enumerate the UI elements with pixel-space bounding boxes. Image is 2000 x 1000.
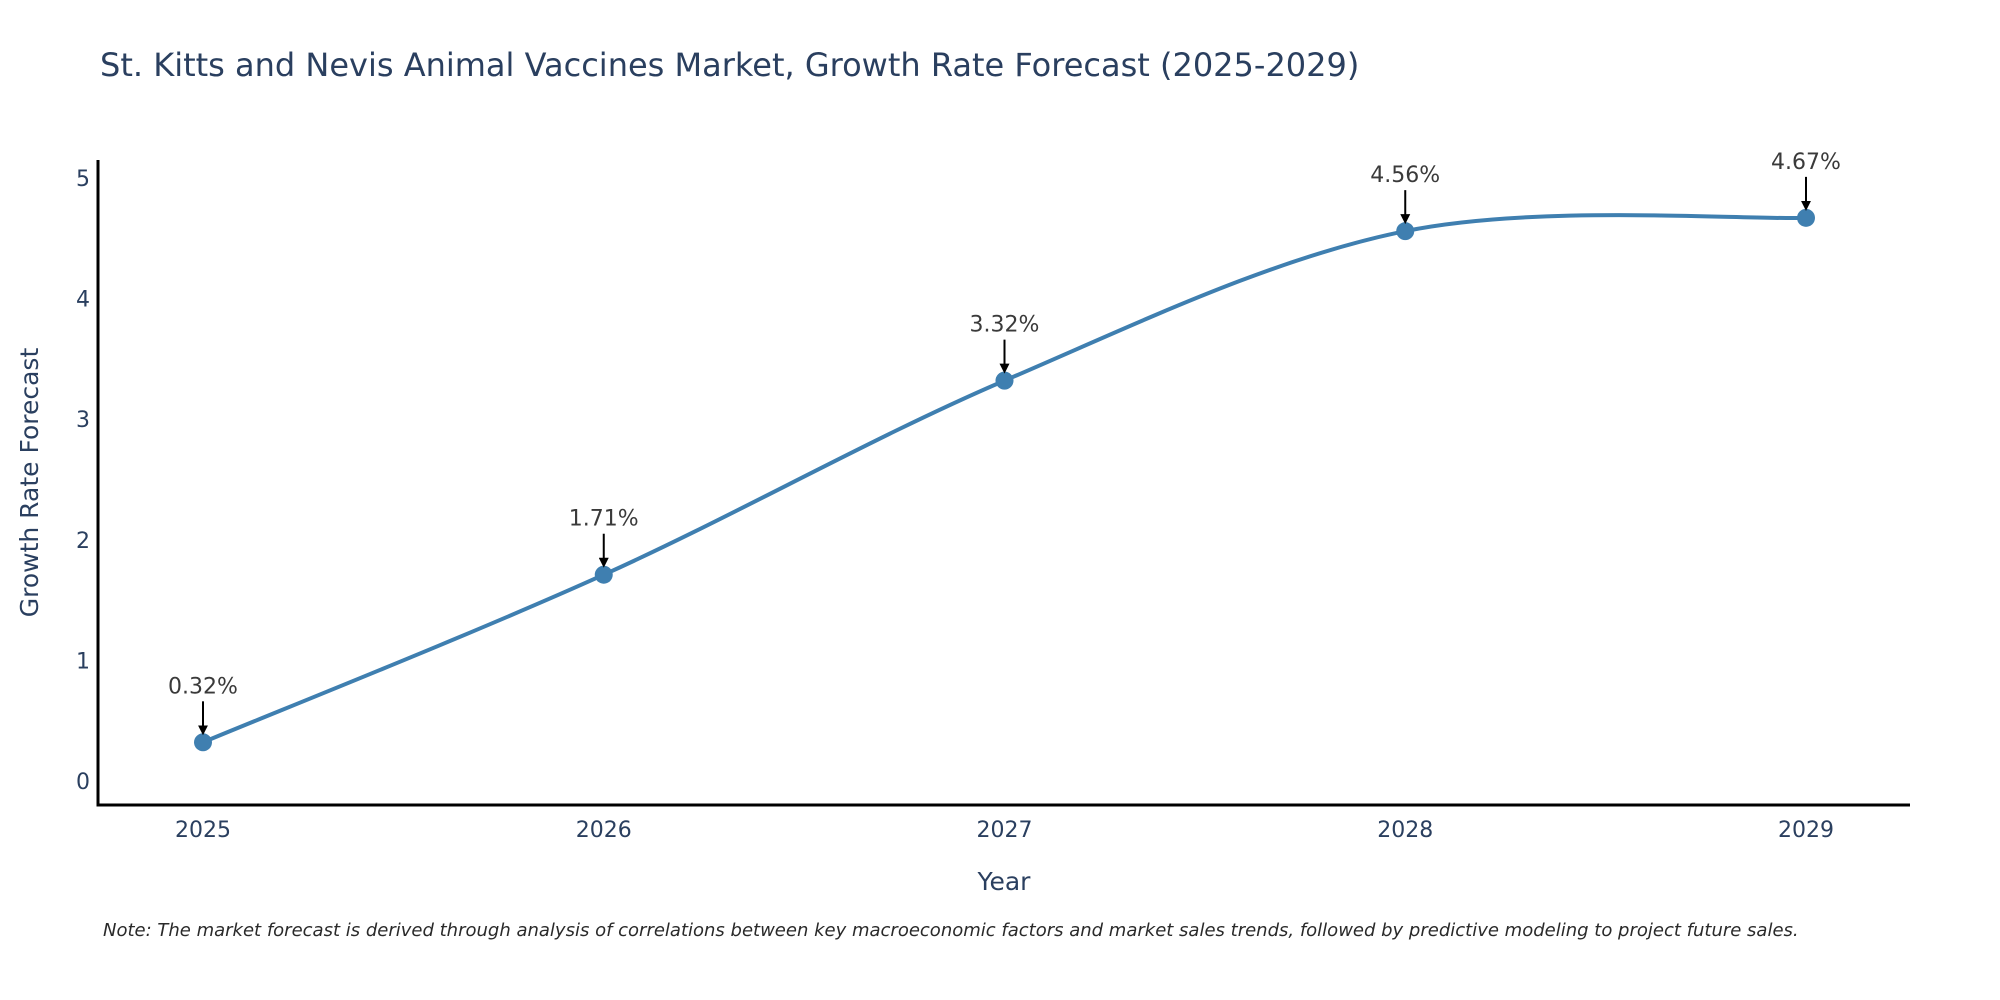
y-tick-label: 1 <box>76 649 90 674</box>
y-tick-label: 3 <box>76 408 90 433</box>
data-annotations: 0.32% 1.71% 3.32% 4.56% 4.67% <box>168 150 1841 736</box>
data-point <box>995 371 1014 390</box>
y-axis-title: Growth Rate Forecast <box>15 348 44 618</box>
x-tick-label: 2029 <box>1778 818 1834 843</box>
data-point <box>1396 222 1415 241</box>
y-tick-label: 2 <box>76 529 90 554</box>
x-tick-label: 2027 <box>977 818 1033 843</box>
data-point <box>1797 208 1815 227</box>
data-point <box>594 565 613 584</box>
x-tick-label: 2025 <box>175 818 231 843</box>
data-label: 1.71% <box>569 507 639 532</box>
chart-note: Note: The market forecast is derived thr… <box>103 920 1799 941</box>
data-points <box>194 208 1815 752</box>
chart-title: St. Kitts and Nevis Animal Vaccines Mark… <box>100 46 1360 84</box>
series-line <box>202 213 1807 745</box>
x-axis-title: Year <box>977 867 1032 896</box>
y-tick-label: 0 <box>76 770 90 795</box>
data-label: 4.67% <box>1771 150 1841 175</box>
x-axis-ticks: 2025 2026 2027 2028 2029 <box>175 818 1834 843</box>
y-tick-label: 4 <box>76 288 90 313</box>
x-tick-label: 2028 <box>1377 818 1433 843</box>
data-label: 0.32% <box>168 674 238 699</box>
y-axis-ticks: 0 1 2 3 4 5 <box>76 167 90 795</box>
data-point <box>194 733 212 752</box>
y-tick-label: 5 <box>76 167 90 192</box>
data-label: 4.56% <box>1370 163 1440 188</box>
x-tick-label: 2026 <box>576 818 632 843</box>
data-label: 3.32% <box>970 313 1040 338</box>
